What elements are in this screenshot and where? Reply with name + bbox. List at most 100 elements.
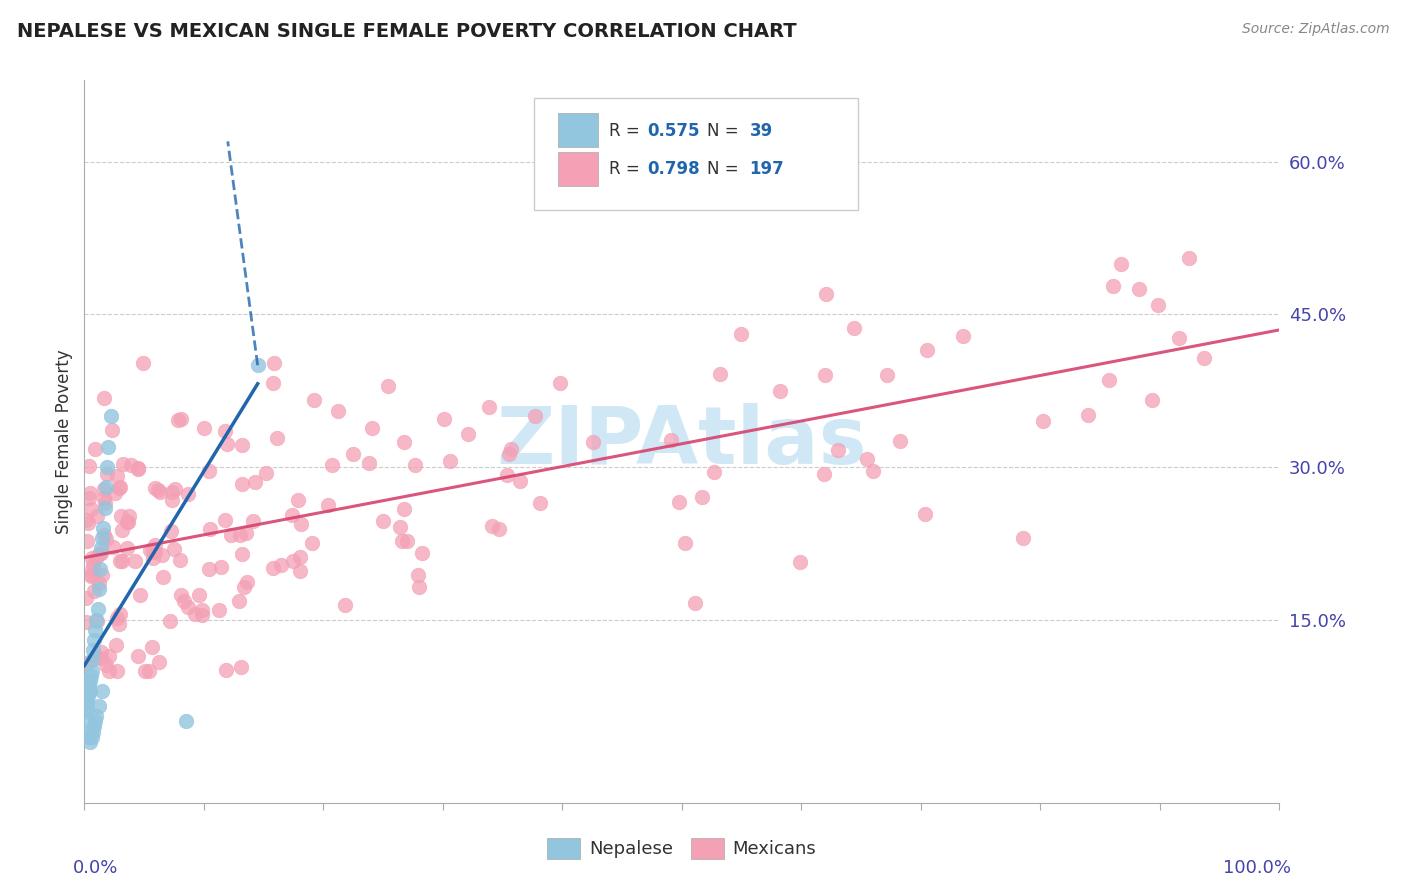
Point (91, 568, 114, 582)
Point (1032, 414, 1054, 428)
Point (108, 481, 131, 495)
Point (108, 617, 131, 632)
Point (827, 442, 849, 457)
Point (86, 615, 108, 629)
Point (488, 522, 510, 536)
Point (703, 466, 725, 480)
Point (214, 513, 236, 527)
Point (209, 560, 232, 574)
Point (76, 534, 98, 549)
Point (77, 458, 100, 473)
Point (395, 533, 418, 548)
Text: 100.0%: 100.0% (1223, 859, 1292, 877)
Point (84, 623, 107, 637)
Point (90, 645, 112, 659)
Point (111, 458, 134, 472)
Point (75, 591, 97, 605)
Point (174, 714, 197, 729)
Point (228, 593, 250, 607)
Point (371, 514, 394, 528)
Point (94, 480, 117, 494)
Point (141, 640, 163, 655)
Point (198, 562, 221, 576)
Point (89, 562, 111, 576)
Point (120, 458, 142, 472)
Point (105, 610, 128, 624)
Point (93, 500, 115, 515)
Point (1109, 257, 1132, 271)
Point (76, 699, 98, 714)
Point (94, 657, 117, 672)
Point (90, 651, 112, 665)
Point (77, 679, 100, 693)
Point (231, 438, 253, 452)
Text: NEPALESE VS MEXICAN SINGLE FEMALE POVERTY CORRELATION CHART: NEPALESE VS MEXICAN SINGLE FEMALE POVERT… (17, 22, 796, 41)
Point (229, 528, 252, 542)
Point (288, 565, 311, 579)
Point (82, 724, 104, 739)
Point (111, 523, 134, 537)
Point (97, 440, 120, 454)
Text: N =: N = (707, 122, 744, 140)
Point (215, 663, 238, 677)
Point (683, 596, 706, 610)
Point (115, 541, 138, 556)
Point (1098, 373, 1121, 387)
Point (457, 427, 479, 442)
Point (499, 442, 522, 456)
Point (86, 508, 108, 523)
Point (77, 730, 100, 744)
Point (281, 554, 304, 568)
Point (86, 709, 108, 723)
Point (262, 561, 284, 575)
Point (889, 434, 911, 449)
Point (914, 508, 936, 522)
Point (876, 368, 898, 382)
Point (246, 358, 269, 372)
Text: Source: ZipAtlas.com: Source: ZipAtlas.com (1241, 22, 1389, 37)
Point (163, 482, 186, 496)
Point (131, 356, 153, 370)
Point (101, 540, 124, 554)
Point (709, 367, 731, 381)
Point (91, 684, 114, 698)
Point (190, 603, 212, 617)
Text: 197: 197 (749, 161, 785, 178)
Point (231, 547, 253, 561)
Point (84, 714, 107, 729)
Point (433, 411, 456, 425)
Point (394, 435, 416, 450)
Text: N =: N = (707, 161, 744, 178)
Point (83, 719, 105, 733)
Point (242, 514, 264, 528)
Point (200, 522, 222, 536)
Point (100, 423, 122, 437)
Point (115, 515, 138, 529)
Point (84, 442, 107, 456)
Point (814, 286, 837, 301)
Point (80, 569, 103, 583)
Point (856, 452, 879, 467)
Point (91, 531, 114, 545)
Point (127, 461, 149, 475)
Point (281, 508, 304, 523)
Point (75, 513, 97, 527)
Point (77, 491, 100, 506)
Point (98, 649, 121, 664)
Point (169, 553, 191, 567)
Point (94, 533, 117, 547)
Point (105, 469, 128, 483)
Point (408, 580, 430, 594)
Legend: Nepalese, Mexicans: Nepalese, Mexicans (540, 830, 824, 866)
Point (321, 458, 343, 472)
Point (75, 714, 97, 729)
Point (208, 603, 231, 617)
Point (1140, 392, 1163, 407)
Point (233, 581, 256, 595)
Point (148, 483, 170, 497)
Point (690, 491, 713, 505)
Point (529, 496, 551, 510)
Point (952, 329, 974, 343)
Point (917, 343, 939, 357)
Point (408, 567, 430, 582)
